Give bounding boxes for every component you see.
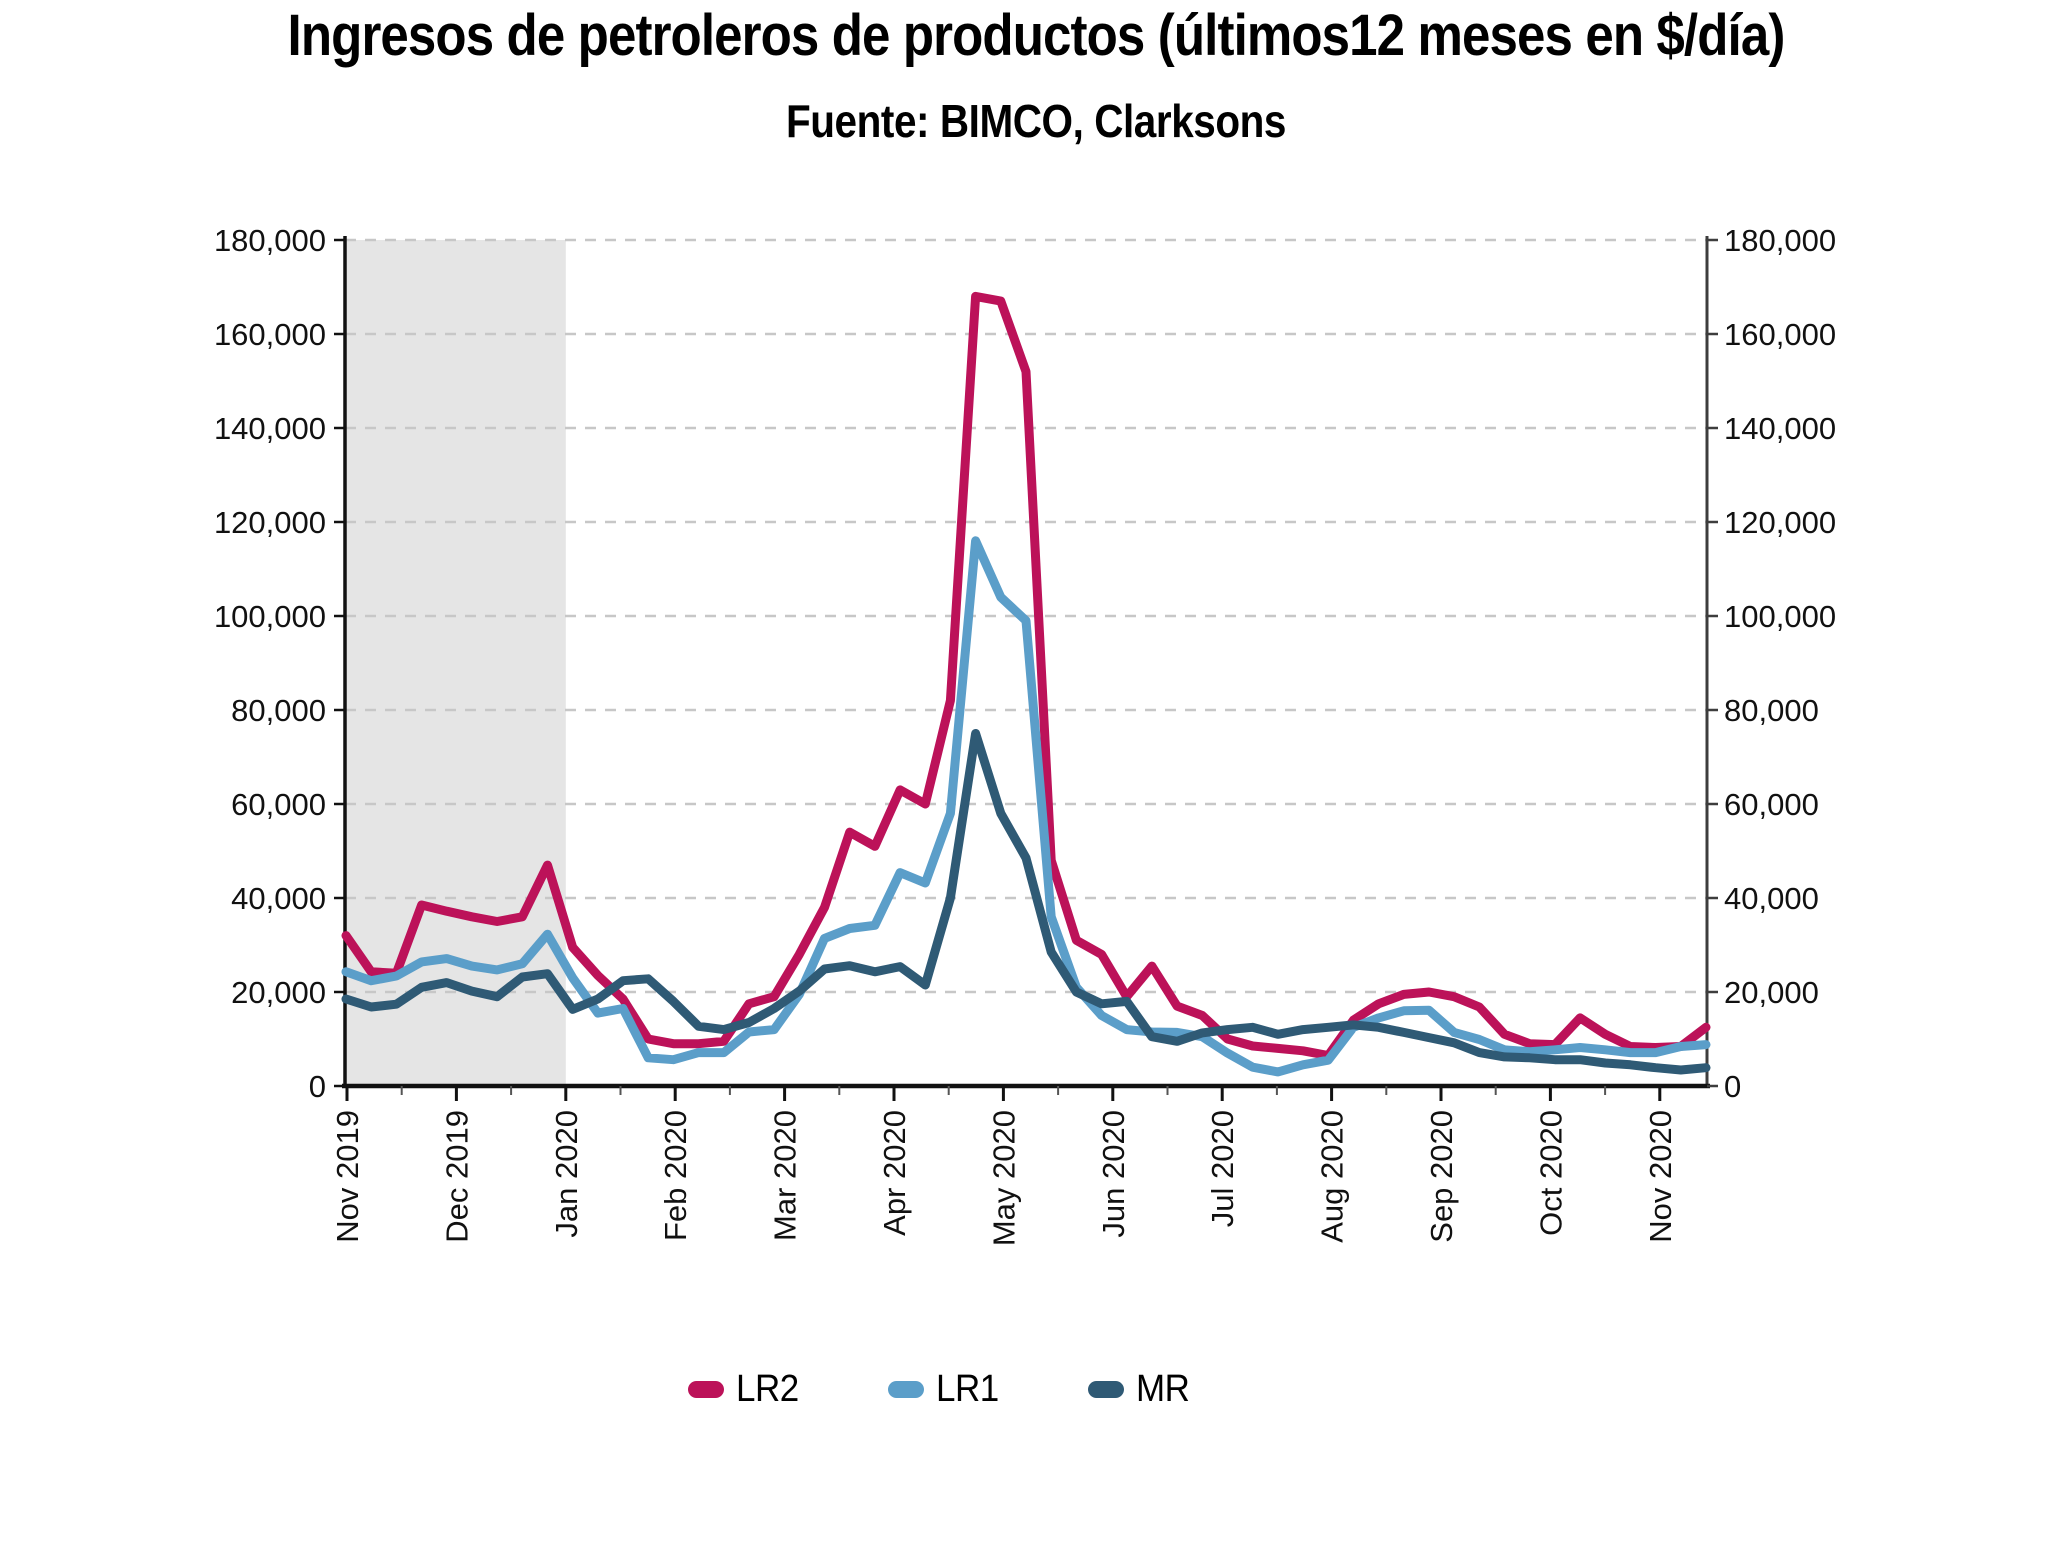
y-axis-label-right: 180,000 (1724, 223, 1836, 258)
legend-label-lr1: LR1 (936, 1368, 999, 1410)
x-axis-label: Aug 2020 (1315, 1110, 1350, 1243)
y-axis-label-right: 100,000 (1724, 599, 1836, 634)
y-axis-label-right: 120,000 (1724, 505, 1836, 540)
legend-label-lr2: LR2 (736, 1368, 799, 1410)
y-axis-label-left: 80,000 (231, 693, 326, 728)
y-axis-label-right: 20,000 (1724, 975, 1819, 1010)
y-axis-label-left: 0 (309, 1069, 326, 1104)
x-axis-label: Jan 2020 (549, 1110, 584, 1238)
y-axis-label-left: 180,000 (214, 223, 326, 258)
y-axis-label-right: 0 (1724, 1069, 1741, 1104)
legend: LR2 LR1 MR (688, 1368, 1195, 1411)
x-axis-label: Apr 2020 (877, 1110, 912, 1236)
chart-title: Ingresos de petroleros de productos (últ… (287, 3, 1786, 68)
x-axis-label: Nov 2019 (330, 1110, 365, 1243)
y-axis-label-right: 160,000 (1724, 317, 1836, 352)
x-axis-label: Feb 2020 (658, 1110, 693, 1241)
y-axis-label-left: 120,000 (214, 505, 326, 540)
x-axis-label: Nov 2020 (1643, 1110, 1678, 1243)
y-axis-label-right: 60,000 (1724, 787, 1819, 822)
lr1-swatch-icon (888, 1381, 925, 1398)
x-axis-label: Sep 2020 (1424, 1110, 1459, 1243)
y-axis-label-left: 40,000 (231, 881, 326, 916)
x-axis-label: Oct 2020 (1533, 1110, 1568, 1236)
y-axis-label-left: 60,000 (231, 787, 326, 822)
series-line-mr (341, 729, 1711, 1075)
y-axis-label-left: 100,000 (214, 599, 326, 634)
y-axis-label-right: 40,000 (1724, 881, 1819, 916)
x-axis-label: May 2020 (986, 1110, 1021, 1246)
x-axis-label: Jul 2020 (1205, 1110, 1240, 1227)
series-line-lr2 (341, 291, 1711, 1060)
chart-subtitle: Fuente: BIMCO, Clarksons (785, 95, 1287, 147)
y-axis-label-left: 160,000 (214, 317, 326, 352)
lr2-swatch-icon (688, 1381, 724, 1398)
y-axis-label-right: 80,000 (1724, 693, 1819, 728)
y-axis-label-right: 140,000 (1724, 411, 1836, 446)
mr-swatch-icon (1088, 1381, 1125, 1398)
y-axis-label-left: 20,000 (231, 975, 326, 1010)
shaded-band (346, 240, 566, 1086)
x-axis-label: Dec 2019 (439, 1110, 474, 1243)
legend-item-lr2: LR2 (688, 1368, 804, 1411)
legend-item-lr1: LR1 (888, 1368, 1004, 1411)
x-axis-label: Jun 2020 (1096, 1110, 1131, 1238)
y-axis-label-left: 140,000 (214, 411, 326, 446)
series-line-lr1 (341, 536, 1711, 1077)
legend-item-mr: MR (1088, 1368, 1194, 1411)
x-axis-label: Mar 2020 (768, 1110, 803, 1241)
legend-label-mr: MR (1136, 1368, 1190, 1410)
